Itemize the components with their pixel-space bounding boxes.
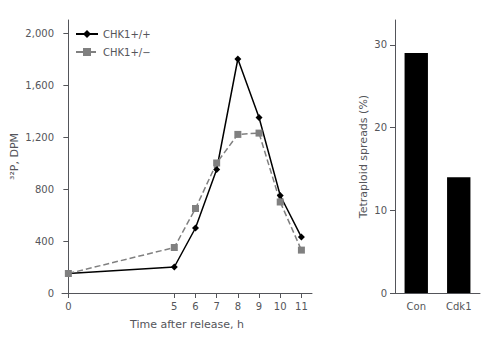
svg-text:10: 10: [374, 205, 387, 216]
svg-text:8: 8: [235, 301, 241, 312]
svg-text:800: 800: [35, 184, 54, 195]
svg-text:2,000: 2,000: [25, 28, 54, 39]
svg-text:30: 30: [374, 39, 387, 50]
svg-text:Tetraploid spreads (%): Tetraploid spreads (%): [357, 95, 370, 219]
svg-text:CHK1+/−: CHK1+/−: [103, 47, 151, 58]
svg-text:1,600: 1,600: [25, 80, 54, 91]
svg-text:Time after release, h: Time after release, h: [129, 318, 244, 331]
svg-text:0: 0: [48, 288, 54, 299]
svg-text:1,200: 1,200: [25, 132, 54, 143]
svg-text:7: 7: [213, 301, 219, 312]
svg-text:³²P, DPM: ³²P, DPM: [8, 133, 21, 180]
svg-text:6: 6: [192, 301, 198, 312]
svg-text:Cdk1: Cdk1: [446, 301, 471, 312]
svg-text:9: 9: [256, 301, 262, 312]
svg-text:0: 0: [65, 301, 71, 312]
svg-text:20: 20: [374, 122, 387, 133]
svg-text:Con: Con: [407, 301, 426, 312]
svg-text:CHK1+/+: CHK1+/+: [103, 29, 151, 40]
svg-text:11: 11: [295, 301, 308, 312]
svg-text:10: 10: [274, 301, 287, 312]
svg-text:400: 400: [35, 236, 54, 247]
svg-text:5: 5: [171, 301, 177, 312]
svg-text:0: 0: [381, 288, 387, 299]
